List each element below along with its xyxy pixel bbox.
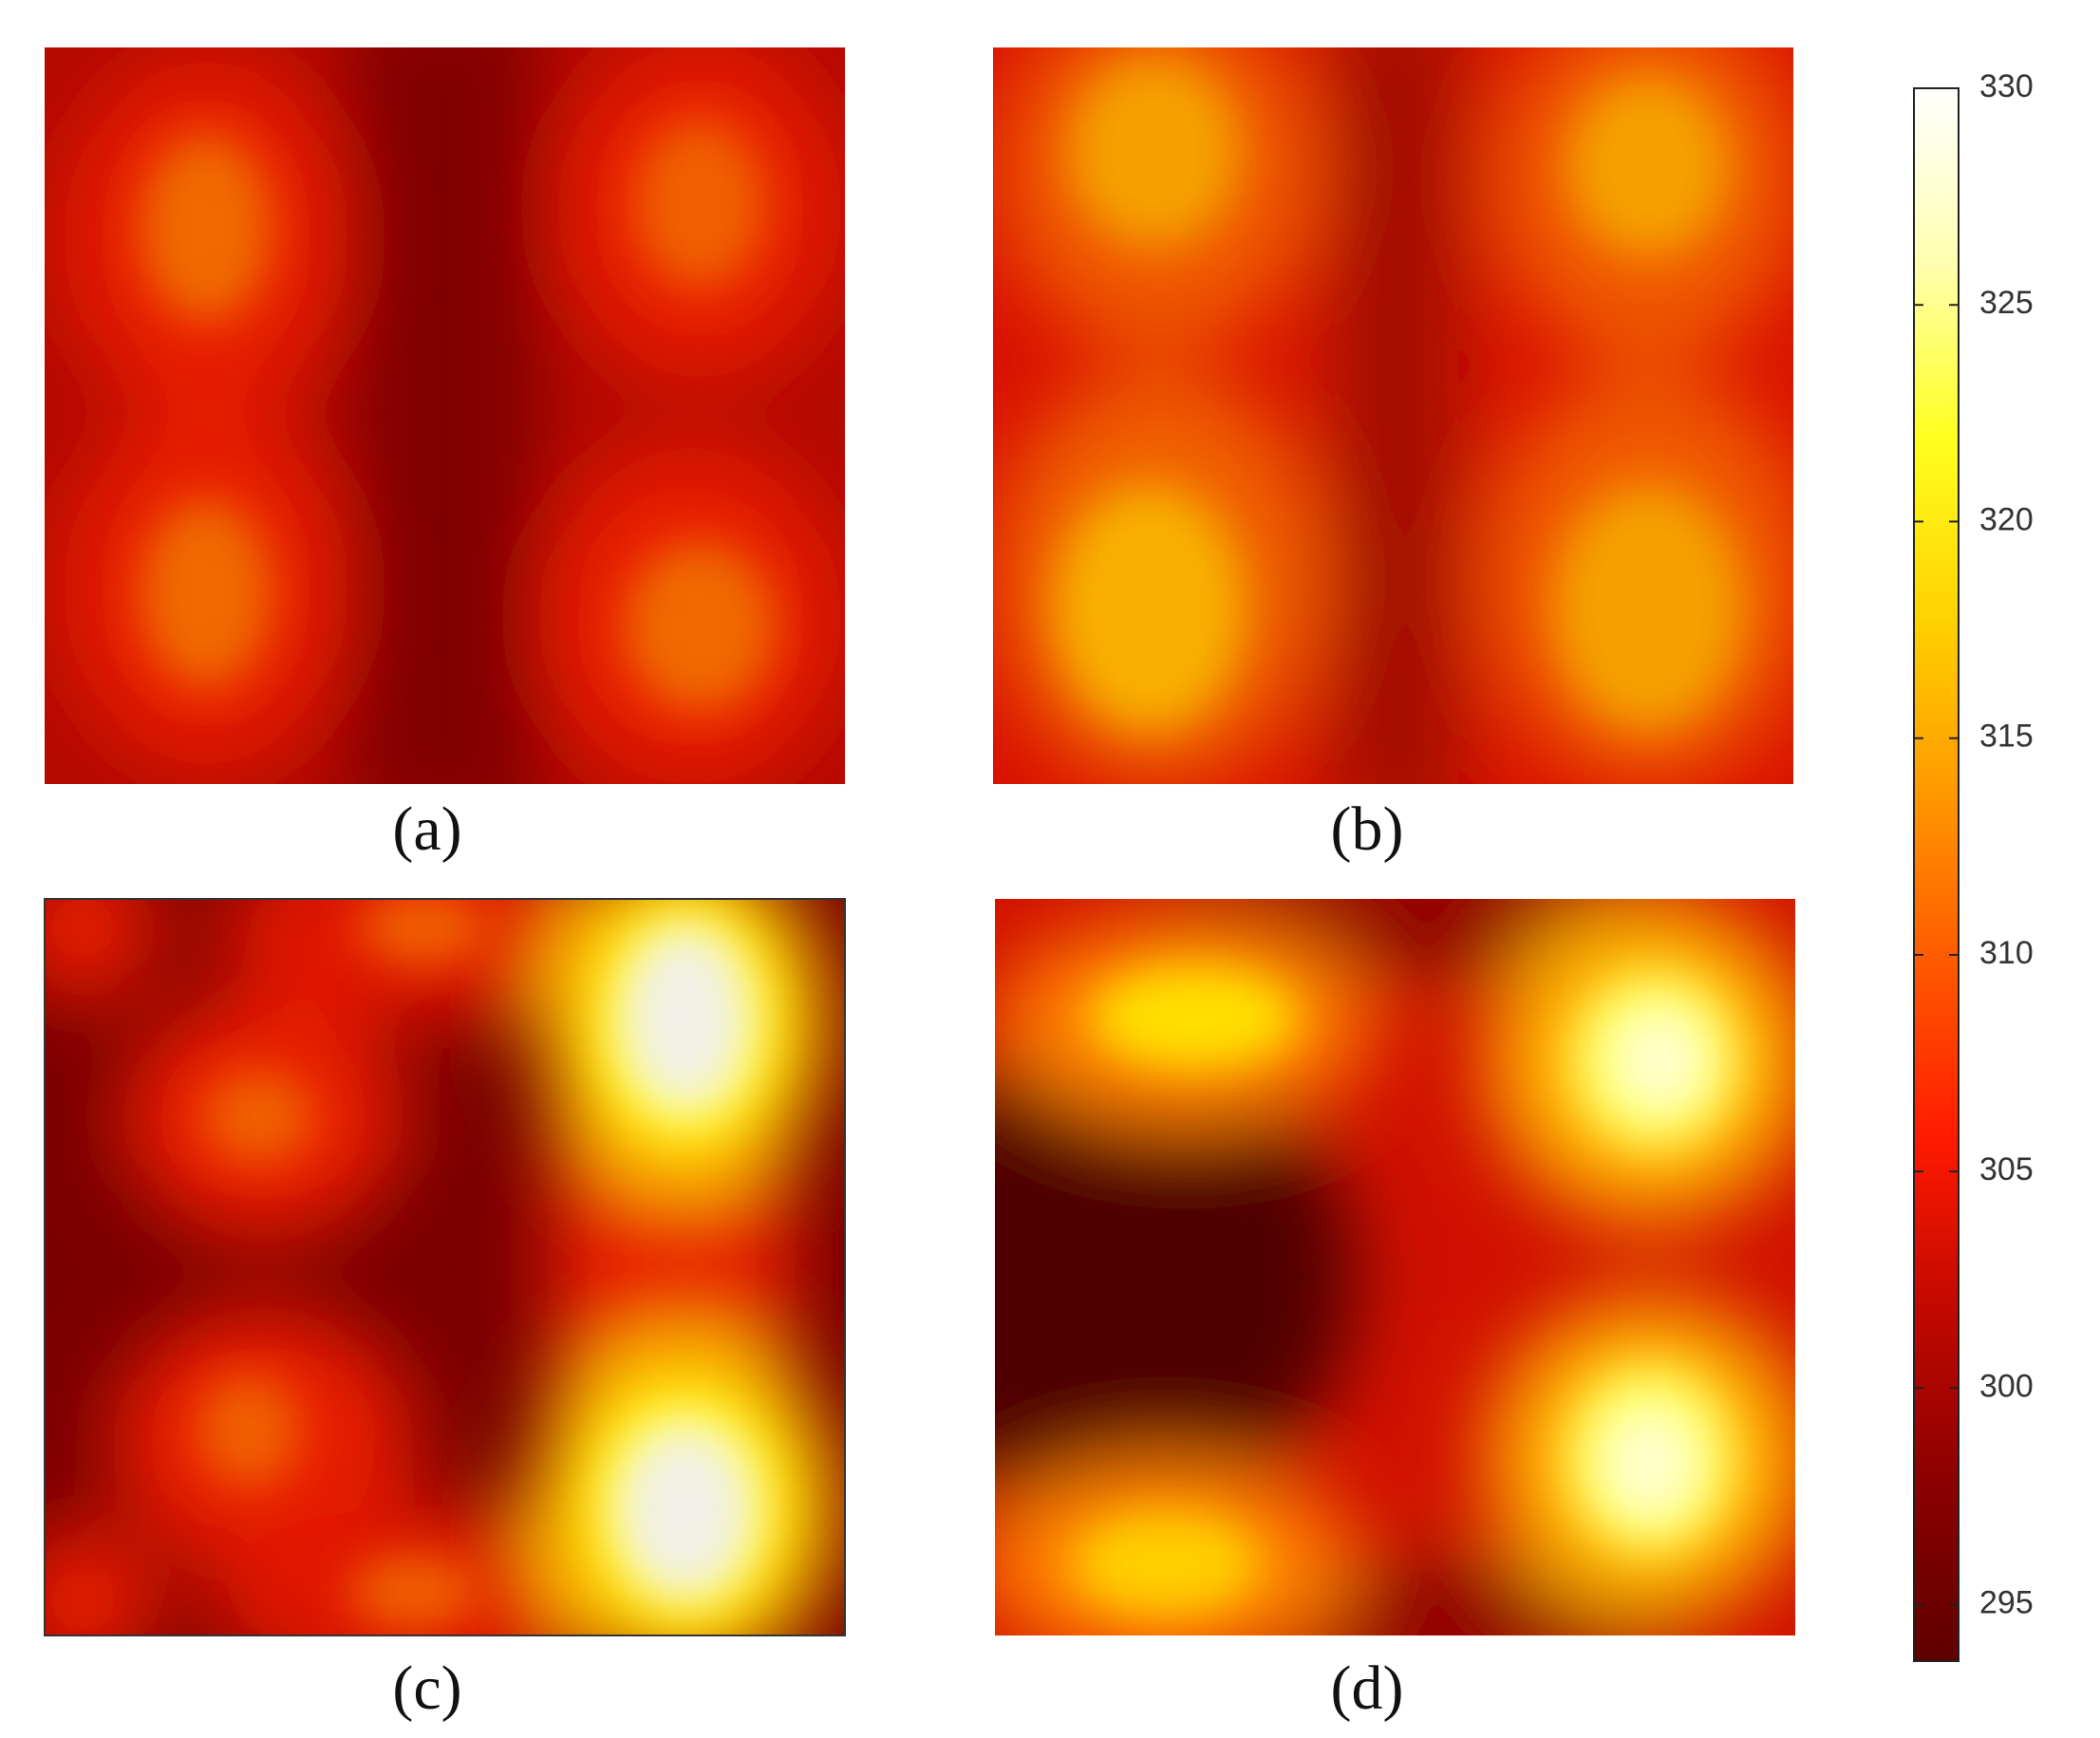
heatmap-panel [993,47,1793,784]
panel-frame [44,898,846,1636]
tick-label: 315 [1979,719,2034,755]
tick-label: 300 [1979,1368,2034,1404]
tick-label: 295 [1979,1585,2034,1621]
tick-label: 310 [1979,935,2034,971]
panel-label: (c) [392,1654,461,1723]
heatmap-panel [995,899,1795,1635]
panel-label: (b) [1331,794,1404,864]
tick-label: 320 [1979,501,2034,537]
colorbar [1913,87,1959,1662]
tick-label: 330 [1979,68,2034,104]
heatmap-panel [45,47,845,784]
tick-label: 325 [1979,285,2034,321]
panel-label: (a) [392,794,461,864]
heatmap-panel [45,899,845,1635]
panel-label: (d) [1331,1654,1404,1723]
tick-label: 305 [1979,1151,2034,1187]
